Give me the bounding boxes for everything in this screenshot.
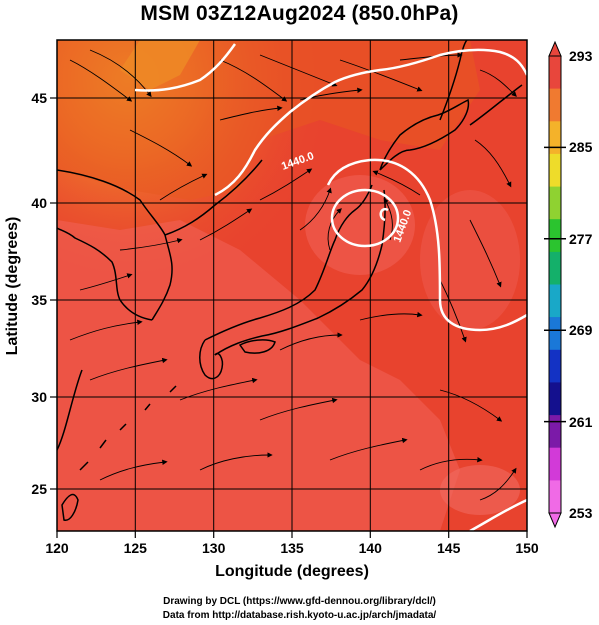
contour-line-east-2	[326, 158, 371, 186]
colorbar-label: 269	[569, 322, 593, 338]
colorbar-segment	[549, 186, 561, 220]
contour-line-east	[369, 158, 527, 332]
contour-line-se	[469, 498, 527, 531]
x-tick-label: 145	[437, 540, 461, 556]
colorbar-segment	[549, 251, 561, 286]
contour-line-nw	[134, 43, 237, 92]
colorbar-segment	[549, 284, 561, 318]
colorbar-labels: 293 285 277 269 261 253	[569, 48, 593, 521]
contour-line-north	[214, 48, 527, 197]
y-tick-label: 40	[31, 195, 47, 211]
colorbar-segment	[549, 415, 561, 449]
chart-title: MSM 03Z12Aug2024 (850.0hPa)	[140, 2, 459, 25]
x-tick-label: 125	[124, 540, 148, 556]
tick-marks	[50, 97, 528, 538]
colorbar-label: 293	[569, 48, 593, 64]
grid-lines	[57, 40, 527, 531]
colorbar-label: 277	[569, 231, 593, 247]
colorbar-segment	[549, 88, 561, 122]
x-tick-label: 120	[45, 540, 69, 556]
y-tick-label: 45	[31, 90, 47, 106]
x-tick-label: 130	[202, 540, 226, 556]
credit-line-data: Data from http://database.rish.kyoto-u.a…	[162, 610, 437, 621]
x-axis-label: Longitude (degrees)	[215, 563, 369, 580]
colorbar-segment	[549, 382, 561, 416]
colorbar-segment	[549, 447, 561, 481]
y-tick-labels: 25 30 35 40 45	[31, 90, 47, 497]
wind-streamlines	[69, 49, 517, 501]
colorbar-label: 261	[569, 414, 593, 430]
colorbar-segment	[549, 480, 561, 514]
colorbar-segment	[549, 219, 561, 253]
contour-closed-low	[330, 188, 400, 248]
colorbar-segment	[549, 121, 561, 155]
x-tick-label: 140	[359, 540, 383, 556]
geopotential-contours	[134, 43, 527, 531]
colorbar-segment	[549, 349, 561, 383]
y-tick-label: 35	[31, 292, 47, 308]
contour-center	[379, 207, 389, 222]
y-tick-label: 30	[31, 389, 47, 405]
coastlines	[57, 40, 523, 521]
colorbar-label: 285	[569, 139, 593, 155]
credit-line-drawing: Drawing by DCL (https://www.gfd-dennou.o…	[163, 596, 436, 607]
colorbar-label: 253	[569, 505, 593, 521]
x-tick-label: 150	[515, 540, 539, 556]
colorbar-segment	[549, 153, 561, 188]
colorbar-bottom-arrow	[548, 512, 562, 529]
colorbar-segment	[549, 56, 561, 90]
colorbar-top-arrow	[548, 40, 562, 57]
y-tick-label: 25	[31, 481, 47, 497]
x-tick-label: 135	[280, 540, 304, 556]
colorbar-segment	[549, 317, 561, 351]
colorbar-segments	[549, 56, 561, 514]
colorbar: 293 285 277 269 261 253	[544, 40, 593, 529]
x-tick-labels: 120 125 130 135 140 145 150	[45, 540, 539, 556]
y-axis-label: Latitude (degrees)	[4, 217, 21, 356]
